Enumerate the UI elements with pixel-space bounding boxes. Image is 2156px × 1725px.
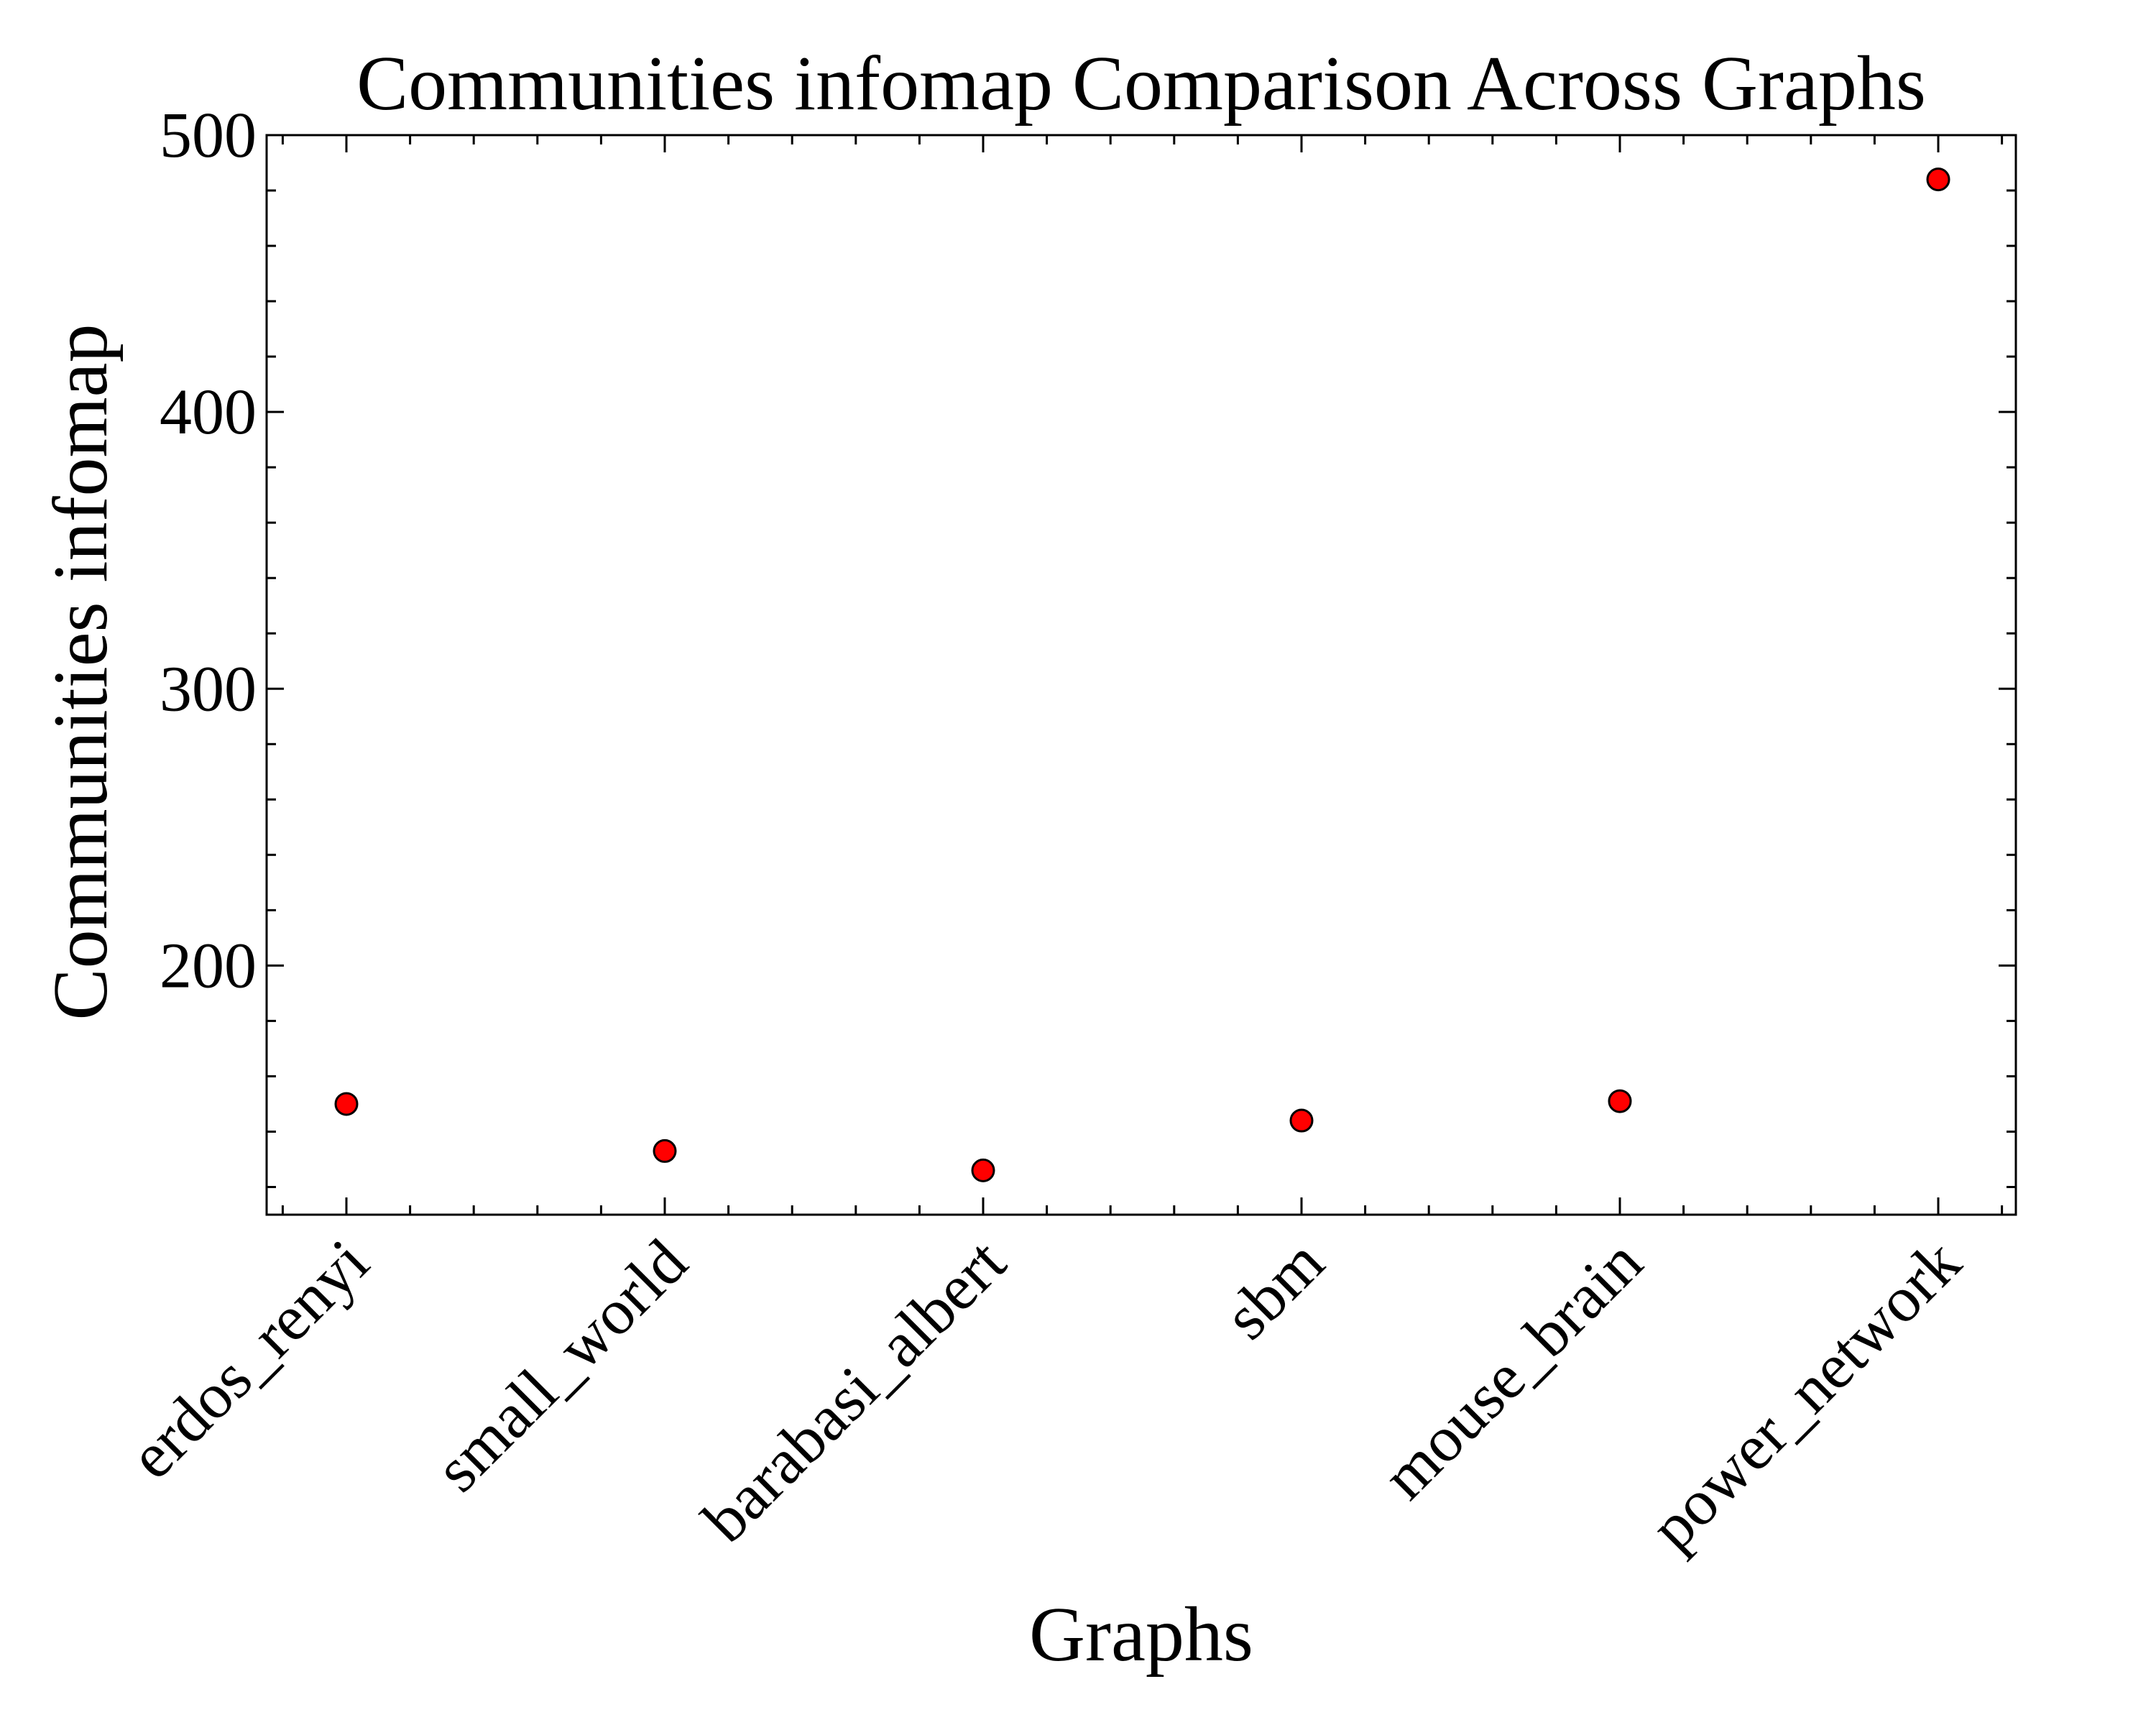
data-point	[1926, 167, 1950, 192]
x-tick-label: sbm	[1211, 1226, 1337, 1353]
y-tick-label: 300	[160, 653, 257, 724]
y-tick-label: 200	[160, 930, 257, 1001]
x-tick-label: mouse_brain	[1369, 1226, 1656, 1513]
chart-title: Communities infomap Comparison Across Gr…	[356, 41, 1926, 126]
plot-axes: 200 300 400 500 erdos_renyi small_worldbaraba…	[116, 100, 2017, 1564]
x-tick-label: barabasi_albert	[689, 1226, 1019, 1556]
plot-frame	[265, 134, 2017, 1216]
y-tick-label: 500	[160, 100, 257, 171]
x-axis-label: Graphs	[1029, 1592, 1253, 1678]
x-tick-label: erdos_renyi	[116, 1226, 382, 1492]
data-point	[1289, 1108, 1314, 1133]
data-point	[971, 1158, 995, 1182]
x-tick-label: power_network	[1637, 1226, 1974, 1563]
x-tick-label: small_world	[422, 1226, 701, 1505]
y-axis-label: Communities infomap	[38, 324, 124, 1021]
data-point	[1608, 1089, 1632, 1113]
data-point	[334, 1092, 359, 1116]
y-tick-label: 400	[160, 377, 257, 448]
data-point	[653, 1138, 677, 1163]
